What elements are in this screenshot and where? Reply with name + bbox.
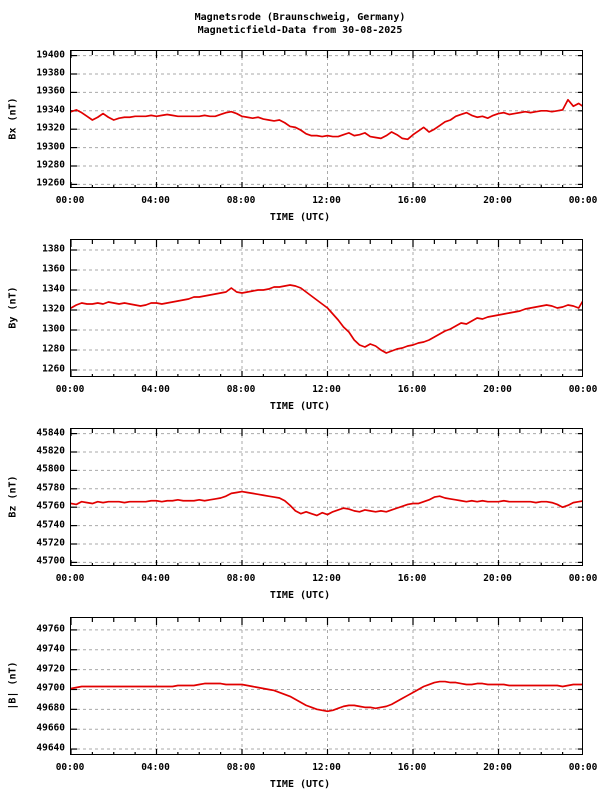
data-trace [71, 490, 582, 517]
y-axis-title: Bx (nT) [7, 97, 19, 140]
y-tick-label: 49680 [36, 702, 65, 714]
y-tick-label: 45760 [36, 500, 65, 512]
x-tick-label: 00:00 [568, 573, 598, 584]
x-tick-label: 08:00 [226, 762, 256, 773]
y-tick-label: 49660 [36, 722, 65, 734]
y-tick-label: 1300 [42, 323, 65, 335]
y-axis-title: By (nT) [7, 286, 19, 329]
y-tick-label: 1380 [42, 243, 65, 255]
x-tick-label: 00:00 [568, 384, 598, 395]
y-tick-label: 19360 [36, 85, 65, 97]
y-tick-label: 19300 [36, 140, 65, 152]
x-tick-label: 12:00 [312, 195, 341, 206]
x-axis-title: TIME (UTC) [269, 779, 331, 790]
x-tick-label: 00:00 [55, 573, 85, 584]
data-trace [71, 98, 582, 141]
y-tick-label: 1340 [42, 283, 65, 295]
y-tick-label: 49760 [36, 623, 65, 635]
gridlines [71, 240, 582, 376]
x-axis-title: TIME (UTC) [269, 401, 331, 412]
y-tick-label: 19340 [36, 104, 65, 116]
gridlines [71, 429, 582, 565]
x-tick-label: 12:00 [312, 573, 341, 584]
data-trace [71, 284, 582, 354]
x-tick-label: 04:00 [141, 573, 170, 584]
x-tick-label: 12:00 [312, 762, 341, 773]
x-axis-title: TIME (UTC) [269, 212, 331, 223]
x-tick-label: 00:00 [568, 195, 598, 206]
chart-title-block: Magnetsrode (Braunschweig, Germany) Magn… [0, 11, 600, 37]
y-tick-label: 19320 [36, 122, 65, 134]
plot-area [70, 428, 583, 566]
y-tick-label: 45720 [36, 537, 65, 549]
x-tick-label: 04:00 [141, 384, 170, 395]
gridlines [71, 618, 582, 754]
y-tick-label: 49700 [36, 682, 65, 694]
y-tick-label: 1260 [42, 363, 65, 375]
y-tick-label: 45840 [36, 426, 65, 438]
x-tick-label: 20:00 [483, 384, 512, 395]
y-axis-tick-labels: 49640 49660 49680 49700 49720 49740 49760 [0, 617, 65, 755]
x-tick-label: 00:00 [568, 762, 598, 773]
y-tick-label: 19380 [36, 67, 65, 79]
x-tick-label: 16:00 [397, 573, 427, 584]
y-axis-tick-labels: 45700 45720 45740 45760 45780 45800 45820 45840 [0, 428, 65, 566]
y-tick-label: 1280 [42, 343, 65, 355]
y-axis-tick-labels: 1260 1280 1300 1320 1340 1360 1380 [0, 239, 65, 377]
y-tick-label: 49640 [36, 742, 65, 754]
x-tick-label: 16:00 [397, 384, 427, 395]
x-tick-label: 16:00 [397, 195, 427, 206]
x-tick-label: 20:00 [483, 573, 512, 584]
x-tick-label: 08:00 [226, 384, 256, 395]
y-tick-label: 1320 [42, 303, 65, 315]
x-tick-label: 16:00 [397, 762, 427, 773]
x-tick-label: 20:00 [483, 195, 512, 206]
x-tick-label: 08:00 [226, 573, 256, 584]
title-line-station: Magnetsrode (Braunschweig, Germany) [194, 12, 406, 23]
y-tick-label: 45740 [36, 518, 65, 530]
y-tick-label: 45780 [36, 482, 65, 494]
plot-area [70, 617, 583, 755]
y-tick-label: 1360 [42, 263, 65, 275]
x-tick-label: 04:00 [141, 762, 170, 773]
x-tick-label: 20:00 [483, 762, 512, 773]
x-tick-label: 08:00 [226, 195, 256, 206]
x-tick-label: 04:00 [141, 195, 170, 206]
y-tick-label: 19400 [36, 48, 65, 60]
y-tick-label: 45700 [36, 555, 65, 567]
x-axis-title: TIME (UTC) [269, 590, 331, 601]
x-tick-label: 12:00 [312, 384, 341, 395]
x-tick-label: 00:00 [55, 762, 85, 773]
y-tick-label: 49720 [36, 662, 65, 674]
y-tick-label: 45800 [36, 463, 65, 475]
y-tick-label: 19280 [36, 159, 65, 171]
y-axis-tick-labels: 19260 19280 19300 19320 19340 19360 19380 19400 [0, 50, 65, 188]
plot-area [70, 50, 583, 188]
y-tick-label: 45820 [36, 445, 65, 457]
data-trace [71, 680, 582, 713]
x-tick-label: 00:00 [55, 195, 85, 206]
plot-area [70, 239, 583, 377]
y-tick-label: 49740 [36, 643, 65, 655]
y-axis-title: Bz (nT) [7, 475, 19, 518]
x-tick-label: 00:00 [55, 384, 85, 395]
y-tick-label: 19260 [36, 177, 65, 189]
gridlines [71, 51, 582, 187]
y-axis-title: |B| (nT) [7, 661, 19, 710]
title-line-dataset: Magneticfield-Data from 30-08-2025 [197, 25, 403, 36]
